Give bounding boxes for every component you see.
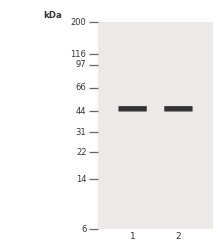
FancyBboxPatch shape xyxy=(118,106,147,111)
Text: 22: 22 xyxy=(76,148,86,157)
Text: 31: 31 xyxy=(76,128,86,137)
Text: 1: 1 xyxy=(130,232,135,241)
Text: 2: 2 xyxy=(176,232,181,241)
Text: 14: 14 xyxy=(76,174,86,184)
Text: 200: 200 xyxy=(71,18,86,26)
Bar xyxy=(98,22,213,229)
Text: 116: 116 xyxy=(71,50,86,59)
Text: kDa: kDa xyxy=(43,11,62,20)
Text: 6: 6 xyxy=(81,225,86,233)
Text: 97: 97 xyxy=(76,60,86,69)
FancyBboxPatch shape xyxy=(164,106,193,111)
Text: 66: 66 xyxy=(76,83,86,92)
Text: 44: 44 xyxy=(76,107,86,116)
